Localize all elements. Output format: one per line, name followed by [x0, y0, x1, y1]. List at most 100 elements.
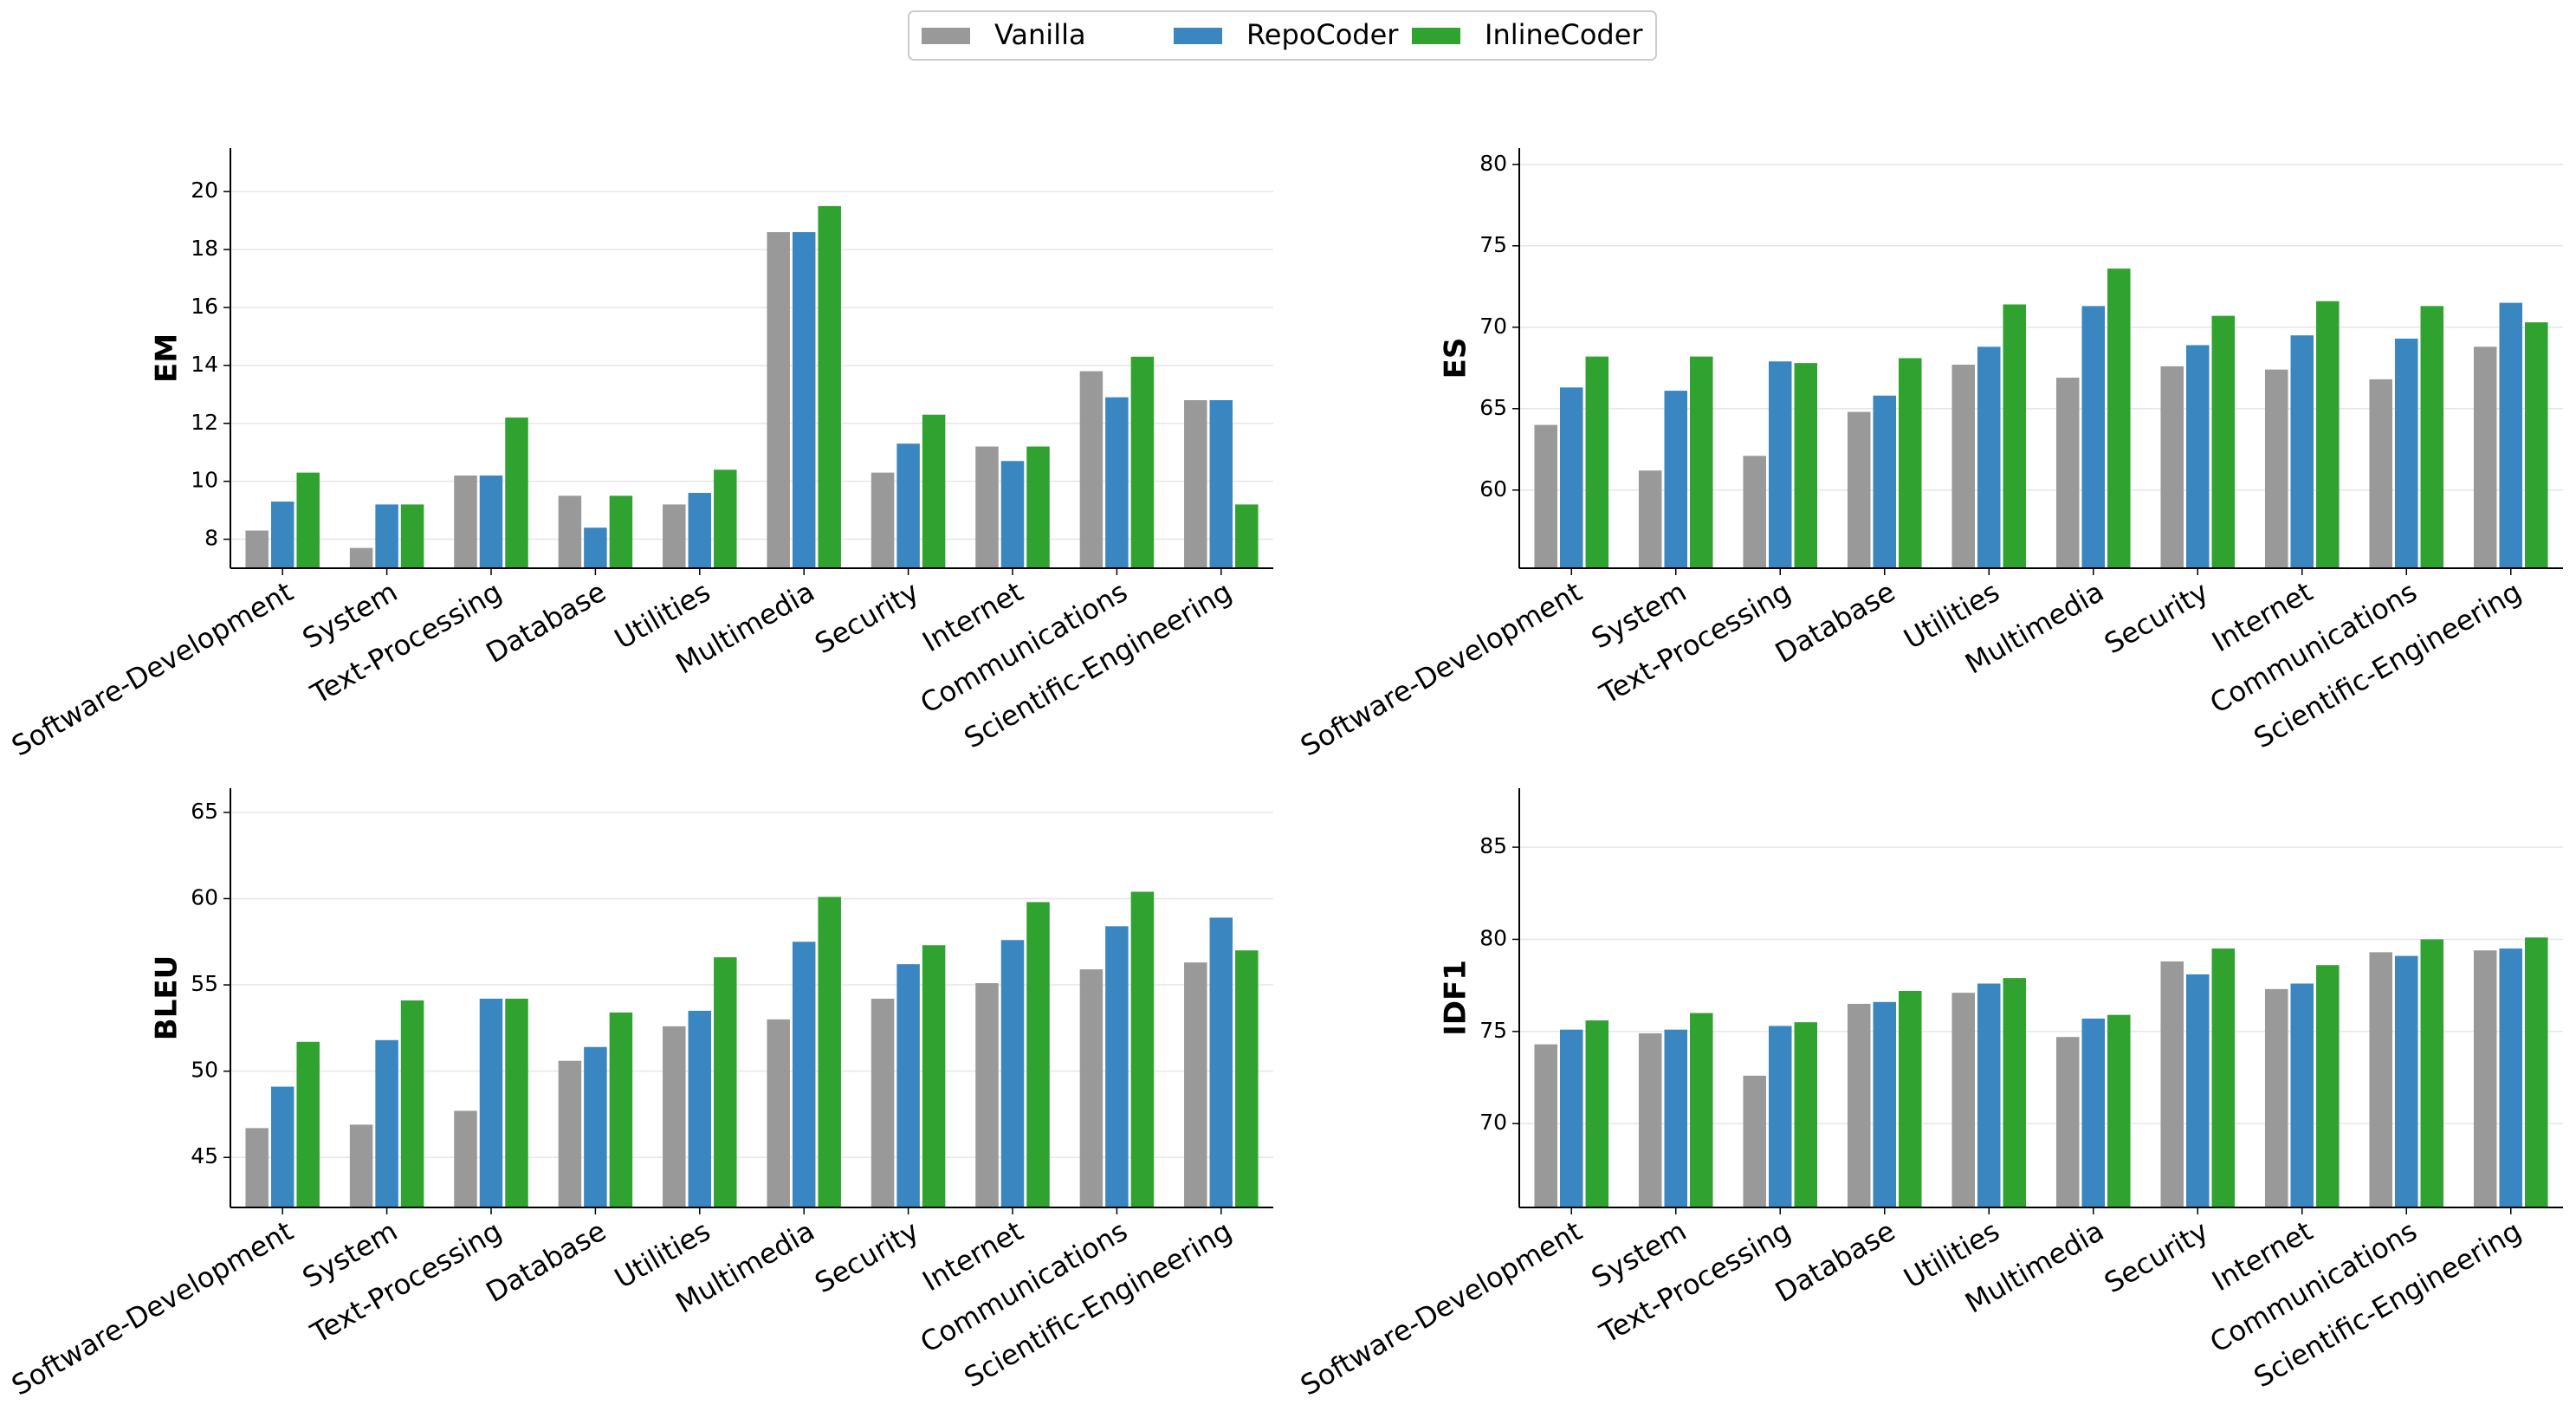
bar [714, 957, 737, 1207]
bar [1209, 400, 1233, 568]
y-tick-label: 12 [191, 410, 218, 435]
bar [663, 504, 686, 568]
bar [663, 1026, 686, 1207]
y-tick-label: 50 [191, 1058, 218, 1083]
legend-swatch [1174, 28, 1222, 44]
bar [1743, 456, 1766, 568]
bar [349, 547, 373, 568]
bar [505, 998, 528, 1207]
x-tick-label: Database [481, 575, 612, 670]
bar [584, 1046, 607, 1207]
bar [2055, 1037, 2080, 1207]
x-tick-label: Security [809, 1214, 924, 1300]
bar [609, 1012, 633, 1207]
bar [2525, 322, 2548, 568]
bar [349, 1124, 373, 1207]
bar [1847, 1003, 1871, 1207]
bar [2394, 338, 2418, 568]
y-tick-label: 65 [191, 799, 218, 824]
bar [1000, 461, 1025, 568]
y-tick-label: 8 [204, 526, 218, 551]
bar [1130, 356, 1155, 568]
y-tick-label: 10 [191, 468, 218, 493]
y-tick-label: 18 [191, 236, 218, 261]
bar [1873, 395, 1897, 568]
y-tick-label: 80 [1479, 925, 1507, 950]
bar [896, 964, 920, 1207]
y-tick-label: 85 [1479, 833, 1507, 858]
y-tick-label: 14 [191, 352, 218, 377]
bar [1664, 1029, 1688, 1207]
bar [1899, 358, 1922, 568]
x-tick-label: Text-Processing [1594, 1214, 1796, 1350]
bar [2081, 1018, 2106, 1207]
bar [1951, 993, 1975, 1207]
bar [2211, 948, 2236, 1207]
bar [454, 475, 477, 568]
bar [2185, 345, 2210, 568]
bar [1664, 391, 1688, 568]
bar [609, 495, 633, 568]
bar [2211, 315, 2236, 568]
bar [245, 530, 269, 568]
x-tick-label: Text-Processing [305, 1214, 508, 1350]
bar [975, 446, 999, 568]
bar [767, 1019, 790, 1207]
x-tick-label: Software-Development [1295, 1214, 1588, 1402]
bar [818, 896, 841, 1207]
bar [2264, 988, 2288, 1207]
bar [818, 205, 841, 568]
y-tick-label: 60 [1479, 476, 1507, 502]
bar [1638, 1032, 1662, 1207]
y-tick-label: 70 [1479, 1110, 1507, 1135]
x-tick-label: Database [1770, 575, 1900, 670]
bar [505, 417, 528, 568]
bar [1184, 962, 1207, 1207]
bar [1977, 346, 2001, 568]
x-tick-label: Software-Development [6, 575, 299, 763]
bar [2003, 304, 2027, 568]
bar [1000, 940, 1025, 1207]
y-tick-label: 16 [191, 294, 218, 319]
bar [2420, 939, 2444, 1207]
bar [558, 495, 582, 568]
bar [2473, 950, 2497, 1207]
x-tick-label: Database [1770, 1214, 1900, 1309]
x-tick-label: Software-Development [6, 1214, 299, 1402]
bar [1690, 1013, 1713, 1207]
bar [1585, 1020, 1609, 1207]
bar [296, 1041, 320, 1207]
bar [1977, 983, 2001, 1207]
bar [896, 443, 920, 568]
bar [2525, 937, 2548, 1207]
bar [1559, 1029, 1583, 1207]
bar [558, 1060, 582, 1207]
bar [792, 232, 816, 568]
bar [871, 472, 895, 568]
bar [2369, 952, 2392, 1207]
bar [2107, 1014, 2131, 1207]
y-tick-label: 45 [191, 1143, 218, 1168]
bar [1638, 470, 1662, 568]
bar [1235, 504, 1259, 568]
bar [400, 1000, 424, 1207]
legend-box [908, 10, 1657, 61]
bar [1585, 356, 1609, 568]
y-tick-label: 55 [191, 971, 218, 996]
y-tick-label: 65 [1479, 395, 1507, 420]
bar [2394, 955, 2418, 1207]
bar [975, 983, 999, 1207]
bar [479, 998, 503, 1207]
bar [1105, 397, 1129, 568]
legend-swatch [922, 28, 970, 44]
bar [1130, 891, 1155, 1207]
bar [296, 472, 320, 568]
bar [245, 1128, 269, 1207]
bar [2499, 302, 2523, 568]
bar [1105, 926, 1129, 1207]
bar [2160, 366, 2184, 568]
bar [375, 1039, 398, 1207]
bar [2499, 948, 2523, 1207]
bar [2160, 961, 2184, 1207]
